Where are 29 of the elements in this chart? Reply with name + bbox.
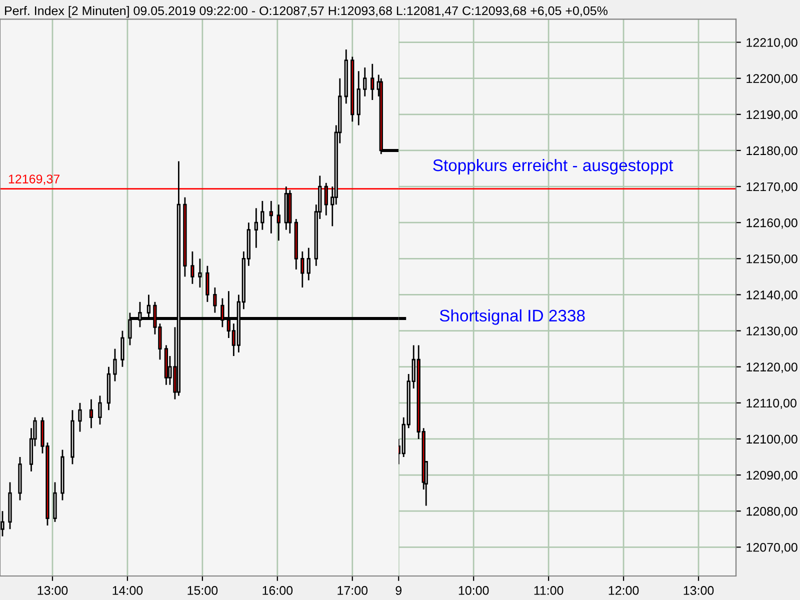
x-tick-label: 14:00	[112, 586, 143, 595]
x-tick-label: 11:00	[534, 586, 564, 595]
y-tick-label: 12070,00	[746, 542, 798, 554]
y-tick-label: 12160,00	[746, 218, 798, 229]
x-tick-label: 13:00	[684, 586, 714, 595]
y-tick-label: 12140,00	[746, 290, 798, 301]
y-tick-label: 12210,00	[746, 38, 798, 48]
ref-line-label: 12169,37	[8, 174, 60, 185]
annotation: Shortsignal ID 2338	[440, 309, 585, 325]
y-tick-label: 12200,00	[746, 74, 798, 84]
y-tick-label: 12100,00	[746, 434, 798, 446]
y-tick-label: 12170,00	[746, 182, 798, 193]
x-tick-label: 10:00	[458, 586, 489, 595]
y-tick-label: 12150,00	[746, 254, 798, 265]
y-tick-label: 12180,00	[746, 146, 798, 157]
x-tick-label: 17:00	[338, 586, 368, 595]
annotation: Stoppkurs erreicht - ausgestoppt	[433, 158, 674, 175]
y-tick-label: 12080,00	[746, 506, 798, 518]
x-tick-label: 12:00	[608, 586, 639, 595]
x-tick-label: 16:00	[262, 586, 293, 595]
x-tick-label: 15:00	[188, 586, 218, 595]
chart-title: Perf. Index [2 Minuten] 09.05.2019 09:22:00 - O:12087,57 H:12093,68 L:12081,47 C:12093,68 +6,05 +0,05%	[5, 6, 608, 18]
y-tick-label: 12190,00	[746, 110, 798, 121]
y-tick-label: 12090,00	[746, 470, 798, 482]
y-tick-label: 12130,00	[746, 326, 798, 337]
y-tick-label: 12120,00	[746, 362, 798, 373]
x-tick-label: 9	[396, 586, 402, 595]
y-tick-label: 12110,00	[746, 398, 796, 410]
x-tick-label: 13:00	[38, 586, 68, 595]
